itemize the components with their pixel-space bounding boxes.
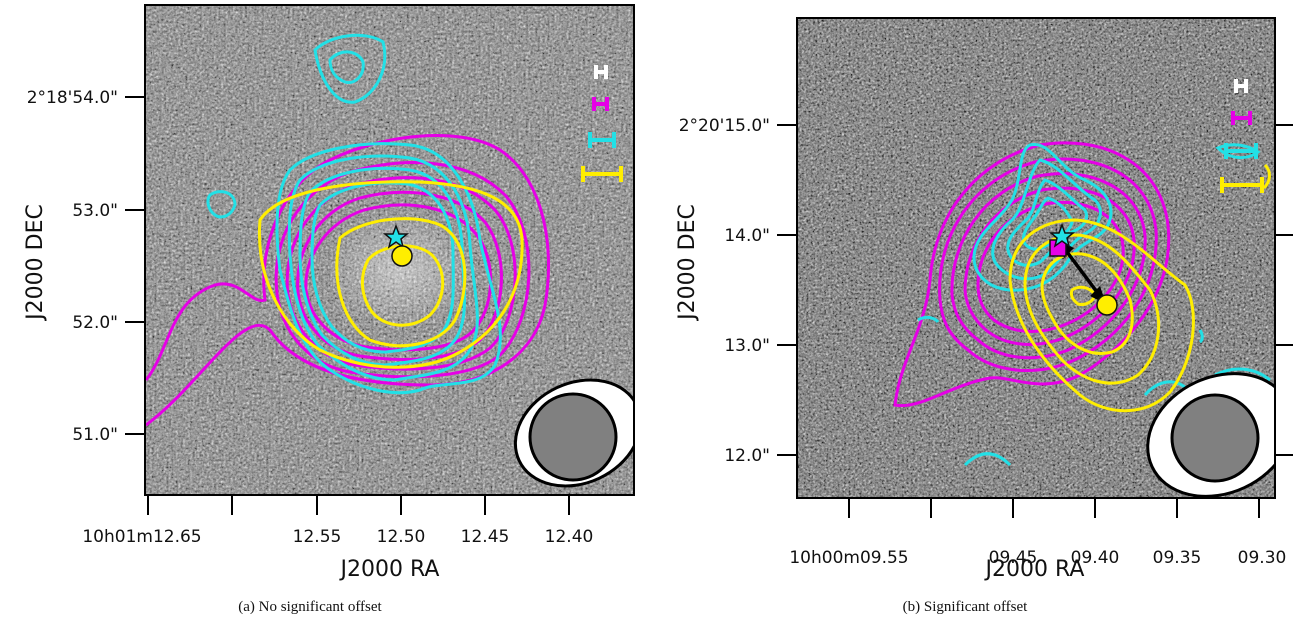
tick-label: 52.0" [72, 313, 118, 333]
panel-a-y-tick-labels: 2°18'54.0" 53.0" 52.0" 51.0" [27, 88, 118, 445]
tick-label: 09.40 [1071, 548, 1120, 568]
panel-a-yellow-contours [257, 180, 524, 369]
panel-a-ticks [125, 96, 570, 515]
panel-a-x-axis-title: J2000 RA [339, 557, 440, 582]
panel-a-markers [382, 223, 413, 267]
tick-label: 12.0" [724, 446, 770, 466]
panel-b-y-axis-title: J2000 DEC [675, 204, 700, 322]
panel-b-yellow-contours [1008, 163, 1271, 413]
tick-label: 53.0" [72, 201, 118, 221]
offset-arrow [1062, 246, 1102, 298]
panel-a-error-bars [581, 65, 623, 182]
panel-b-ticks [777, 124, 1293, 518]
circle-marker [1096, 294, 1118, 316]
panel-a: 10h01m12.65 12.55 12.50 12.45 12.40 2°18… [23, 4, 635, 615]
panel-b: 10h00m09.55 09.45 09.40 09.35 09.30 2°20… [675, 17, 1293, 615]
tick-label: 09.35 [1153, 548, 1202, 568]
tick-label: 51.0" [72, 425, 118, 445]
tick-label: 09.45 [989, 548, 1038, 568]
tick-label: 2°18'54.0" [27, 88, 118, 108]
tick-label: 2°20'15.0" [679, 116, 770, 136]
panel-a-beams [513, 378, 634, 488]
tick-label: 13.0" [724, 336, 770, 356]
panel-b-caption: (b) Significant offset [903, 599, 1029, 615]
panel-a-y-axis-title: J2000 DEC [23, 204, 48, 322]
panel-b-x-tick-labels: 10h00m09.55 09.45 09.40 09.35 09.30 [789, 548, 1286, 568]
panel-b-beams [1146, 372, 1275, 498]
panel-a-cyan-contours [206, 33, 502, 395]
panel-a-caption: (a) No significant offset [238, 599, 382, 615]
panel-b-image [797, 18, 1275, 498]
tick-label: 12.40 [545, 527, 594, 547]
tick-label: 12.55 [293, 527, 342, 547]
panel-b-frame [796, 17, 1276, 499]
tick-label: 09.30 [1238, 548, 1287, 568]
tick-label: 10h00m09.55 [789, 548, 908, 568]
panel-a-image [145, 5, 634, 495]
panel-b-markers [1048, 222, 1118, 316]
star-marker [382, 223, 410, 249]
circle-marker [391, 245, 413, 267]
panel-a-frame [144, 4, 635, 496]
panel-b-y-tick-labels: 2°20'15.0" 14.0" 13.0" 12.0" [679, 116, 770, 466]
panel-b-error-bars [1220, 79, 1264, 193]
tick-label: 12.45 [461, 527, 510, 547]
star-marker [1048, 222, 1076, 248]
panel-a-x-tick-labels: 10h01m12.65 12.55 12.50 12.45 12.40 [82, 527, 593, 547]
tick-label: 12.50 [377, 527, 426, 547]
tick-label: 10h01m12.65 [82, 527, 201, 547]
panel-b-x-axis-title: J2000 RA [984, 557, 1085, 582]
tick-label: 14.0" [724, 226, 770, 246]
